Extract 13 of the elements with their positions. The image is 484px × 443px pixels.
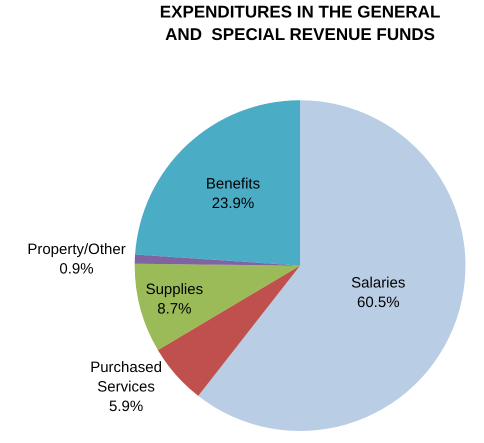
data-label: 0.9% [59, 260, 94, 278]
data-label: 5.9% [108, 398, 144, 416]
data-label: 8.7% [157, 300, 192, 318]
slice-label: Property/Other [27, 240, 126, 258]
pie-slice [135, 100, 300, 266]
chart-title: EXPENDITURES IN THE GENERAL AND SPECIAL REVENUE FUNDS [160, 2, 440, 44]
slice-label: Supplies [146, 281, 204, 298]
pie-slice [134, 264, 300, 350]
slice-label: Salaries [351, 274, 406, 292]
data-label: 23.9% [212, 195, 254, 212]
slice-label: Purchased Services [90, 359, 162, 396]
slice-label: Benefits [206, 176, 260, 193]
data-label: 60.5% [356, 294, 400, 311]
